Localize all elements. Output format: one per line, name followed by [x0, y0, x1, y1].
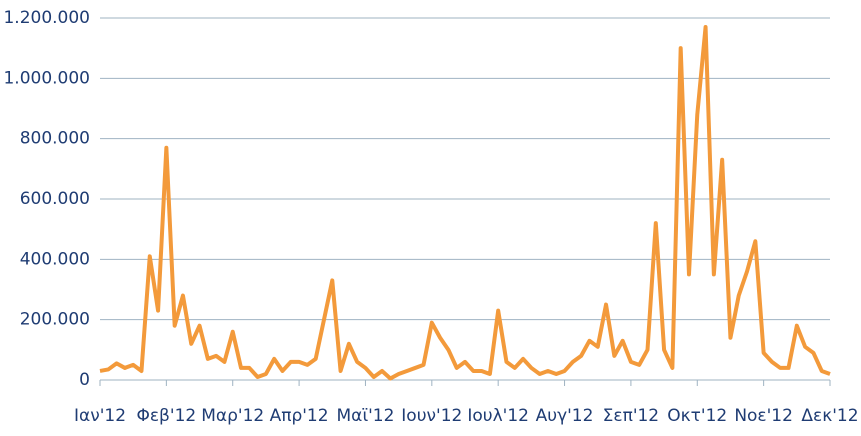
data-line — [99, 25, 831, 381]
x-tick-label: Μαρ'12 — [201, 406, 264, 426]
x-tick-label: Μαϊ'12 — [336, 406, 394, 426]
x-tick-label: Δεκ'12 — [801, 406, 858, 426]
y-tick-label: 800.000 — [20, 129, 90, 149]
y-tick-label: 0 — [79, 370, 90, 390]
y-tick-label: 200.000 — [20, 310, 90, 330]
x-tick-label: Αυγ'12 — [536, 406, 594, 426]
y-tick-label: 1.200.000 — [3, 8, 90, 28]
y-tick-label: 400.000 — [20, 249, 90, 269]
x-tick-label: Ιαν'12 — [74, 406, 126, 426]
x-tick-label: Οκτ'12 — [667, 406, 727, 426]
x-tick-label: Φεβ'12 — [136, 406, 196, 426]
x-tick-label: Ιουν'12 — [401, 406, 462, 426]
x-tick-label: Ιουλ'12 — [467, 406, 529, 426]
x-tick-label: Σεπ'12 — [603, 406, 659, 426]
y-tick-label: 600.000 — [20, 189, 90, 209]
y-tick-label: 1.000.000 — [3, 68, 90, 88]
x-tick-label: Απρ'12 — [270, 406, 329, 426]
x-tick-label: Νοε'12 — [734, 406, 793, 426]
